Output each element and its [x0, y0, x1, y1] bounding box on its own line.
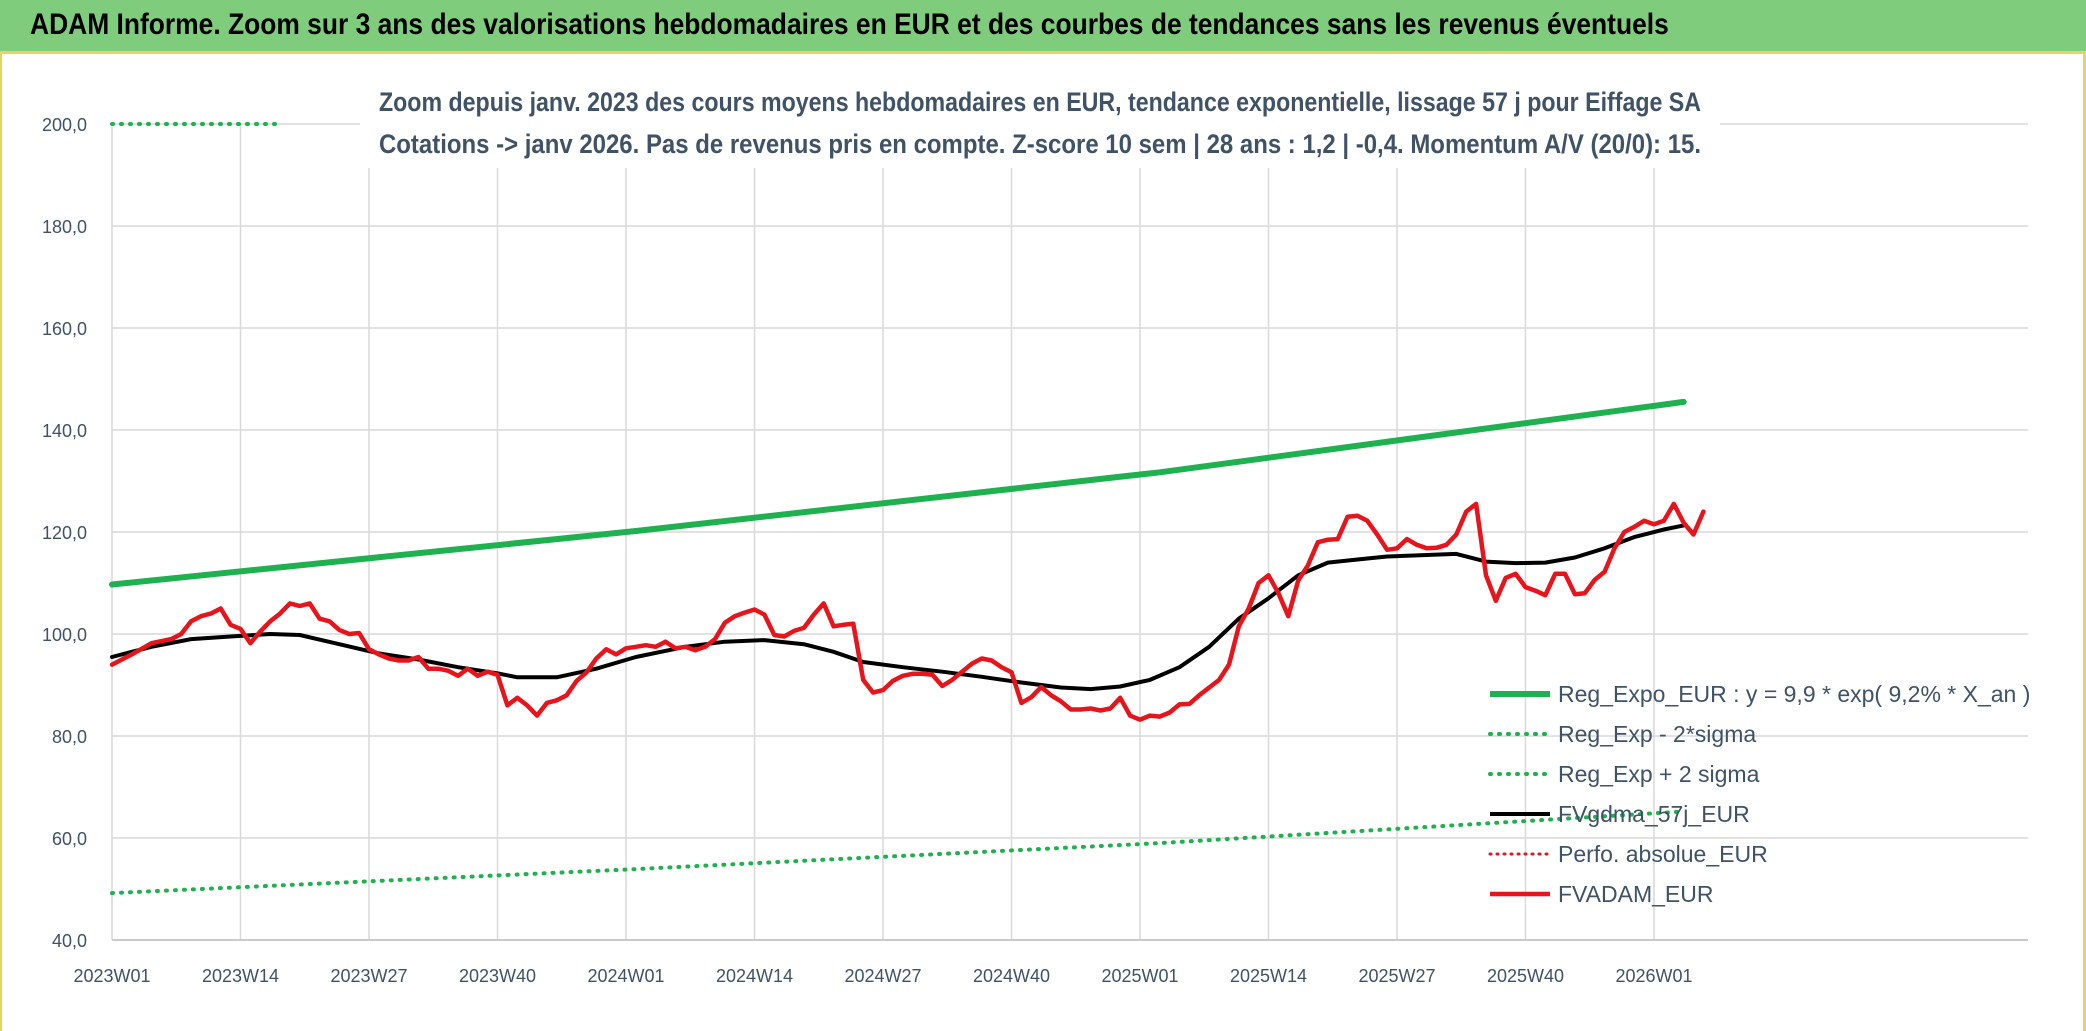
- grid: [111, 123, 2028, 941]
- legend-label-adam: FVADAM_EUR: [1558, 881, 1714, 907]
- x-tick-label: 2024W14: [716, 966, 793, 986]
- chart-subtitle-line1: Zoom depuis janv. 2023 des cours moyens …: [379, 87, 1701, 117]
- y-tick-label: 160,0: [42, 319, 87, 339]
- y-tick-label: 200,0: [42, 115, 87, 135]
- legend-label-reg: Reg_Expo_EUR : y = 9,9 * exp( 9,2% * X_a…: [1558, 681, 2030, 707]
- y-tick-label: 180,0: [42, 217, 87, 237]
- legend-label-gdma: FVgdma_57j_EUR: [1558, 801, 1750, 827]
- x-tick-label: 2025W01: [1101, 966, 1178, 986]
- y-tick-label: 140,0: [42, 421, 87, 441]
- y-tick-label: 80,0: [52, 727, 87, 747]
- x-tick-label: 2023W01: [73, 966, 150, 986]
- series-lines: [109, 122, 1706, 896]
- x-tick-label: 2025W27: [1358, 966, 1435, 986]
- x-tick-label: 2026W01: [1615, 966, 1692, 986]
- legend-label-minus: Reg_Exp - 2*sigma: [1558, 721, 1756, 747]
- x-axis-ticks: 2023W01 2023W14 2023W27 2023W40 2024W01 2024W…: [73, 966, 1692, 986]
- x-tick-label: 2023W27: [330, 966, 407, 986]
- y-tick-label: 100,0: [42, 625, 87, 645]
- x-tick-label: 2024W01: [587, 966, 664, 986]
- x-tick-label: 2025W14: [1230, 966, 1307, 986]
- legend: Reg_Expo_EUR : y = 9,9 * exp( 9,2% * X_a…: [1488, 681, 2030, 907]
- legend-label-plus: Reg_Exp + 2 sigma: [1558, 761, 1760, 787]
- x-tick-label: 2024W27: [844, 966, 921, 986]
- series-gdma-line: [110, 523, 1686, 692]
- report-header: ADAM Informe. Zoom sur 3 ans des valoris…: [0, 0, 2086, 54]
- x-tick-label: 2023W14: [202, 966, 279, 986]
- series-minus-line: [110, 809, 1686, 896]
- chart-subtitle-line2: Cotations -> janv 2026. Pas de revenus p…: [379, 129, 1701, 159]
- subtitle-background: [360, 70, 1720, 168]
- x-tick-label: 2024W40: [973, 966, 1050, 986]
- y-tick-label: 40,0: [52, 931, 87, 951]
- series-adam-line: [109, 501, 1706, 722]
- report-title: ADAM Informe. Zoom sur 3 ans des valoris…: [30, 8, 1669, 41]
- y-tick-label: 120,0: [42, 523, 87, 543]
- legend-label-perfo: Perfo. absolue_EUR: [1558, 841, 1768, 867]
- y-tick-label: 60,0: [52, 829, 87, 849]
- x-tick-label: 2023W40: [459, 966, 536, 986]
- series-reg-line: [109, 398, 1687, 588]
- y-axis-ticks: 40,0 60,0 80,0 100,0 120,0 140,0 160,0 180,0 200…: [42, 115, 87, 951]
- chart-frame: [0, 54, 2086, 1031]
- x-tick-label: 2025W40: [1487, 966, 1564, 986]
